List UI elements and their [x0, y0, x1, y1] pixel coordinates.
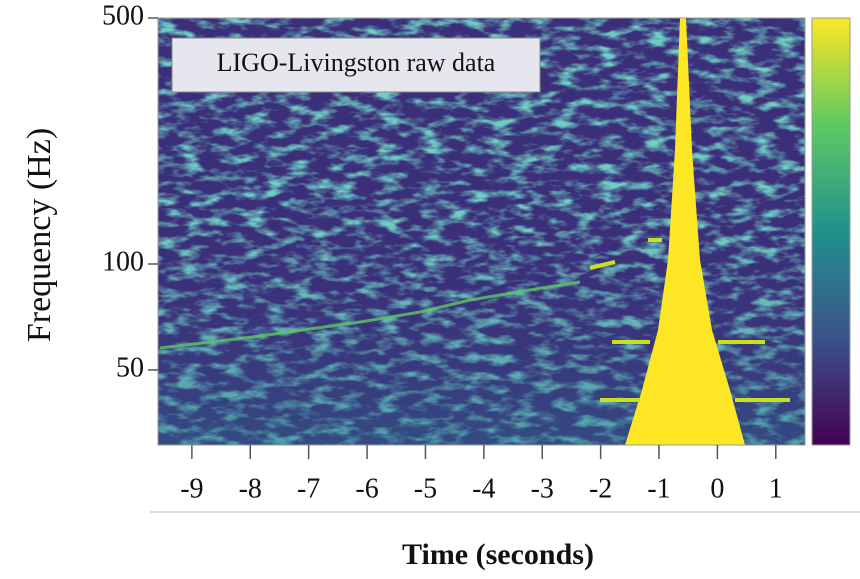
harmonics: [589, 238, 790, 402]
x-tick-label: -1: [647, 473, 670, 504]
x-tick-label: -9: [180, 473, 203, 504]
x-tick-label: -3: [531, 473, 554, 504]
y-tick-label: 100: [102, 246, 144, 277]
annotation-box: [171, 37, 541, 93]
chirp-spike: [625, 18, 745, 445]
y-tick-label: 500: [102, 0, 144, 31]
annotation: LIGO-Livingston raw data: [217, 48, 496, 77]
x-tick-label: -8: [239, 473, 262, 504]
y-axis-label: Frequency (Hz): [21, 128, 58, 342]
chirp-track: [159, 280, 581, 350]
x-tick-label: 1: [769, 473, 783, 504]
y-tick-label: 50: [116, 352, 144, 383]
x-tick-label: 0: [710, 473, 724, 504]
x-tick-label: -2: [589, 473, 612, 504]
x-tick-label: -5: [414, 473, 437, 504]
x-axis-label: Time (seconds): [402, 538, 594, 571]
x-tick-label: -7: [297, 473, 320, 504]
colorbar: [811, 17, 851, 446]
plot-frame: [157, 17, 806, 446]
x-tick-label: -6: [355, 473, 378, 504]
x-tick-label: -4: [472, 473, 495, 504]
